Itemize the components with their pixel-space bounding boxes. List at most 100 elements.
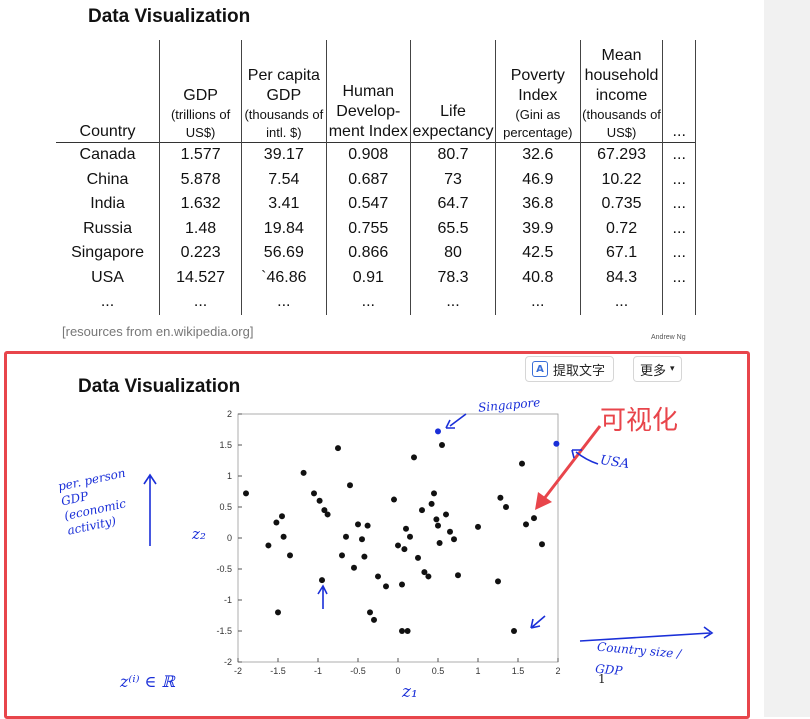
plot-slide-title: Data Visualization	[78, 376, 241, 397]
x-tick-label: -1.5	[270, 666, 286, 676]
data-point	[539, 541, 545, 548]
x-tick-label: 1.5	[512, 666, 525, 676]
source-note: [resources from en.wikipedia.org]	[62, 324, 254, 339]
table-row: India 1.632 3.41 0.547 64.7 36.8 0.735...	[56, 192, 696, 217]
value-cell: ...	[580, 290, 664, 315]
value-cell: 42.5	[495, 241, 581, 266]
table-row: China 5.878 7.54 0.687 73 46.9 10.22...	[56, 167, 696, 192]
data-point	[401, 546, 408, 553]
table-body: Canada 1.577 39.17 0.908 80.7 32.6 67.293... Ch…	[56, 142, 696, 315]
data-point	[339, 552, 345, 559]
data-point	[343, 533, 349, 540]
plot-axes: -2 -1.5 -1 -0.5 0 0.5 1 1.5 2 2 1.5 1 0.5 0 -0.5 -1 -1.5…	[216, 409, 560, 676]
value-cell: 39.17	[241, 142, 327, 168]
value-cell	[662, 290, 696, 315]
scrollbar-track[interactable]	[764, 0, 810, 717]
y-tick-label: 1.5	[219, 440, 232, 450]
table-row: USA 14.527 `46.86 0.91 78.3 40.8 84.3...	[56, 265, 696, 290]
chevron-down-icon: ▾	[670, 364, 675, 374]
value-cell: ...	[662, 216, 696, 241]
value-cell: 40.8	[495, 265, 581, 290]
value-cell: ...	[662, 241, 696, 266]
data-point	[311, 490, 317, 497]
handwriting-marks	[143, 413, 714, 642]
data-point	[287, 552, 293, 559]
y-tick-label: 0	[227, 533, 232, 543]
value-cell: 0.223	[159, 241, 243, 266]
col-header-gdp: GDP (trillions of US$)	[159, 40, 243, 143]
data-point	[436, 539, 443, 546]
slide-title: Data Visualization	[88, 6, 251, 27]
data-point	[428, 500, 435, 507]
data-point	[321, 507, 328, 514]
data-point	[403, 525, 409, 532]
data-point	[451, 536, 457, 543]
value-cell: ...	[241, 290, 327, 315]
data-point	[265, 542, 272, 549]
small-one: 1	[598, 672, 606, 686]
data-point	[475, 523, 481, 530]
data-point	[431, 490, 437, 497]
data-point	[324, 511, 331, 518]
data-point	[404, 628, 411, 634]
value-cell: 0.91	[326, 265, 412, 290]
red-arrow-icon	[535, 425, 602, 510]
value-cell: 39.9	[495, 216, 581, 241]
x-tick-label: -0.5	[350, 666, 366, 676]
data-point	[415, 554, 421, 561]
data-point	[364, 522, 371, 529]
extract-text-button[interactable]: A 提取文字	[525, 356, 615, 382]
top-slide: Data Visualization Country GDP (trillions…	[56, 0, 696, 350]
value-cell: ...	[495, 290, 581, 315]
value-cell: `46.86	[241, 265, 327, 290]
value-cell: 80	[410, 241, 496, 266]
value-cell: 64.7	[410, 192, 496, 217]
data-point	[495, 578, 501, 585]
col-header-household-income: Mean household income (thousands of US$)	[580, 40, 664, 143]
data-point	[523, 521, 529, 528]
data-point	[399, 581, 405, 588]
x-tick-label: 2	[555, 666, 560, 676]
highlight-point	[435, 428, 441, 435]
more-button[interactable]: 更多 ▾	[633, 356, 682, 382]
data-point	[375, 573, 381, 580]
value-cell: 0.755	[326, 216, 412, 241]
value-cell: 5.878	[159, 167, 243, 192]
data-point	[411, 454, 417, 461]
highlight-point	[553, 440, 560, 447]
handwritten-z2: z₂	[192, 525, 206, 543]
usa-arrow-icon	[575, 451, 599, 465]
country-cell: China	[56, 167, 161, 192]
plot-points	[243, 428, 560, 634]
value-cell: ...	[662, 167, 696, 192]
data-point	[319, 577, 325, 584]
extract-text-label: 提取文字	[553, 363, 606, 379]
handwritten-z1: z₁	[402, 682, 418, 702]
data-point	[519, 460, 525, 467]
value-cell: 1.48	[159, 216, 243, 241]
data-point	[335, 445, 341, 452]
text-extract-icon: A	[532, 361, 548, 377]
right-arrow-icon	[579, 626, 714, 642]
bottom-right-arrow-icon	[530, 615, 546, 629]
data-point	[351, 564, 357, 571]
handwritten-country-size: Country size / GDP	[594, 639, 682, 678]
y-tick-label: -1	[224, 595, 232, 605]
col-header-more: ...	[662, 40, 696, 143]
data-point	[511, 628, 517, 634]
x-tick-label: 0.5	[432, 666, 445, 676]
value-cell: 14.527	[159, 265, 243, 290]
value-cell: 80.7	[410, 142, 496, 168]
data-point	[435, 522, 441, 529]
data-point	[419, 507, 425, 514]
value-cell: 7.54	[241, 167, 327, 192]
col-header-hdi: Human Develop- ment Index	[326, 40, 412, 143]
data-point	[531, 515, 537, 522]
y-tick-label: -0.5	[216, 564, 232, 574]
y-tick-label: -2	[224, 657, 232, 667]
value-cell: 67.293	[580, 142, 664, 168]
value-cell: 0.866	[326, 241, 412, 266]
data-point	[359, 536, 365, 543]
data-point	[361, 553, 368, 560]
data-point	[439, 442, 445, 448]
